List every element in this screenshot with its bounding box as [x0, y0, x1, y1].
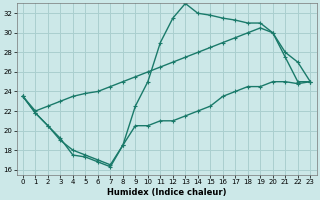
X-axis label: Humidex (Indice chaleur): Humidex (Indice chaleur): [107, 188, 226, 197]
